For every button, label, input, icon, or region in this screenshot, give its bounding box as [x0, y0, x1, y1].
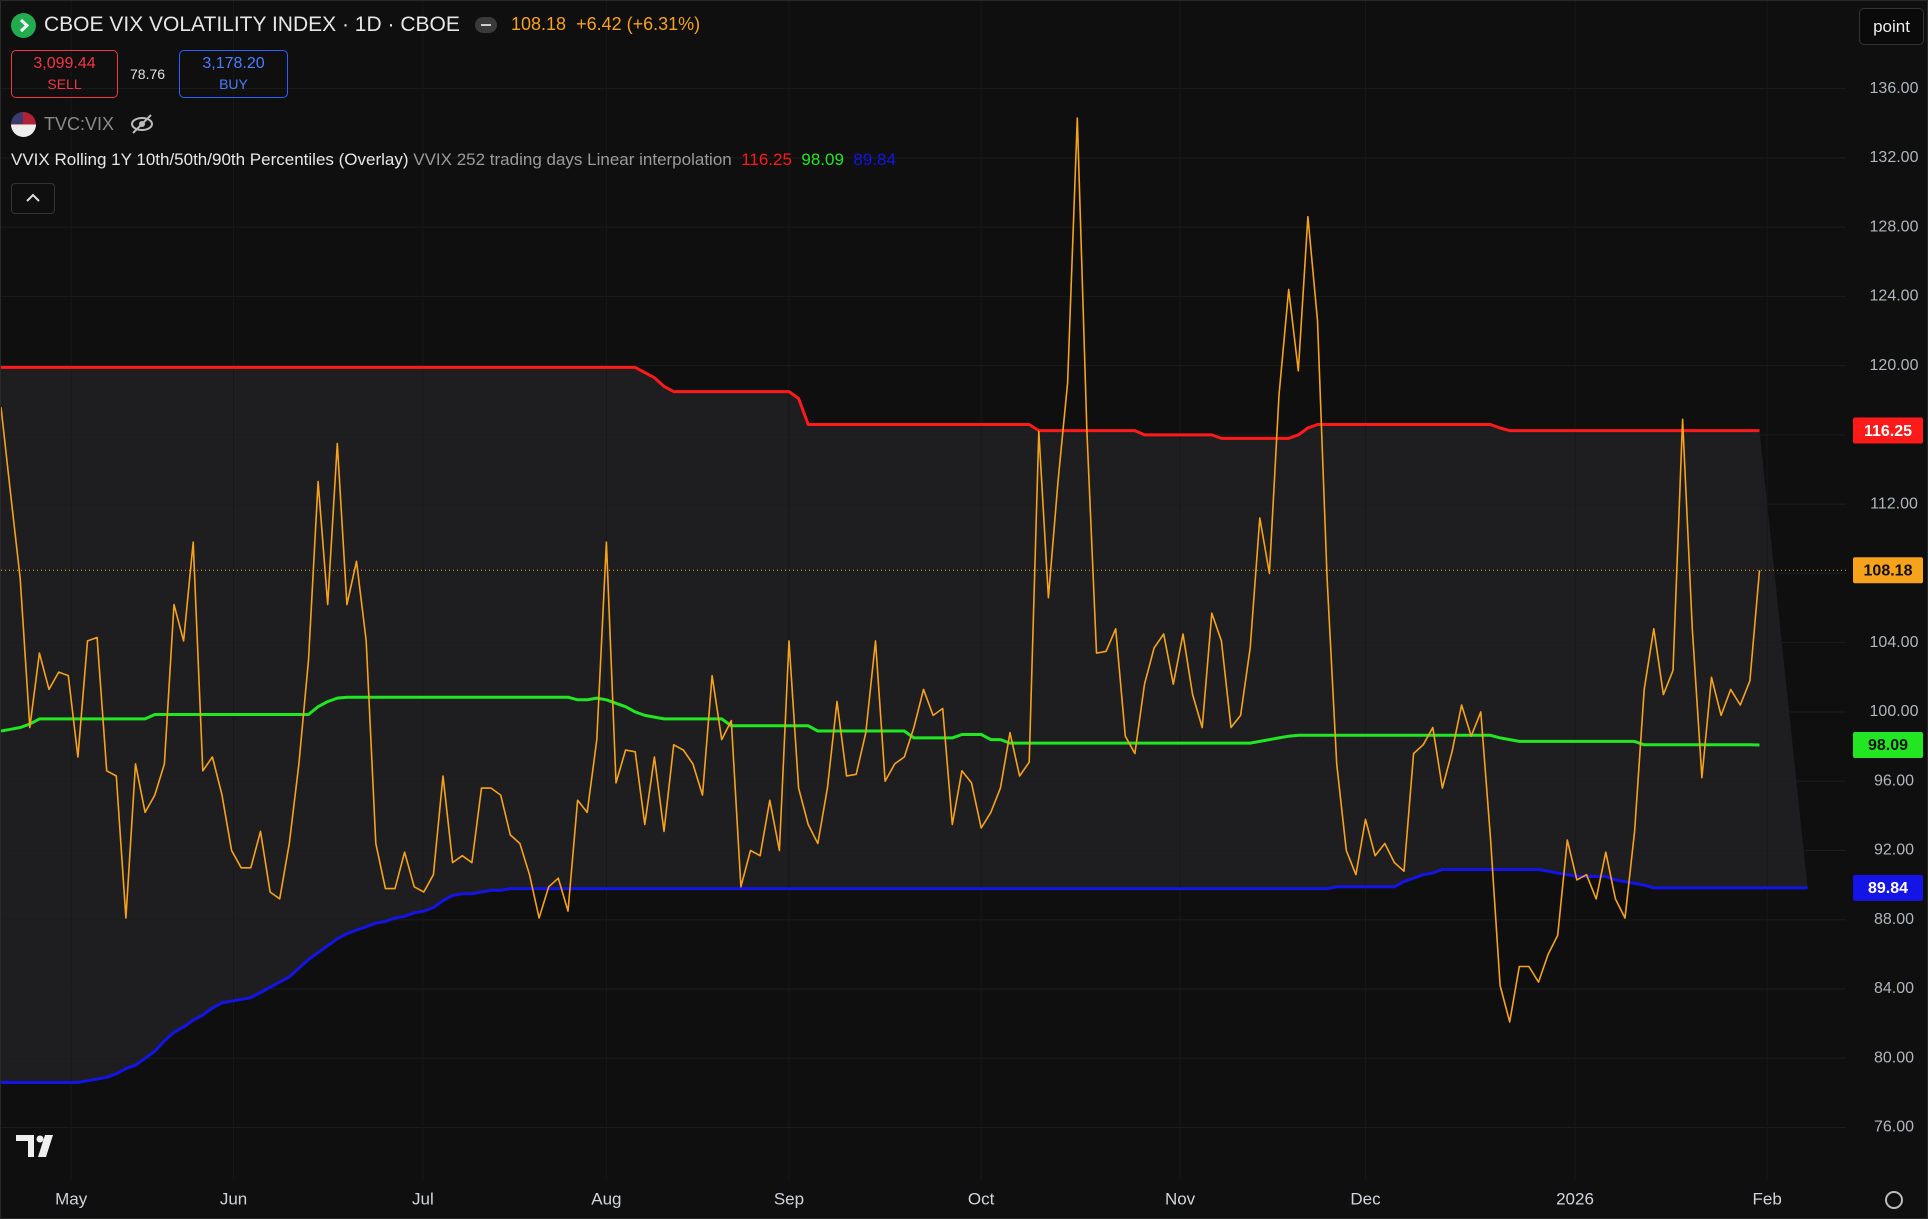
x-tick-label: Jun: [220, 1189, 247, 1208]
percentile-line: [1, 365, 1760, 440]
source-symbol: TVC:VIX: [44, 114, 115, 134]
price-line: 108.18 +6.42 (+6.31%): [511, 14, 700, 35]
y-tick-label: 80.00: [1874, 1049, 1914, 1066]
eye-icon: [131, 114, 153, 134]
price-change: +6.42 (+6.31%): [576, 14, 701, 34]
buy-price: 3,178.20: [202, 55, 265, 72]
last-value-box: [1853, 417, 1923, 444]
percentile-line: [1, 868, 1808, 1084]
buy-label: BUY: [219, 76, 248, 92]
collapse-button[interactable]: [11, 183, 55, 214]
percentile-line: [1, 695, 1760, 747]
y-tick-label: 124.00: [1870, 288, 1919, 305]
x-tick-label: Dec: [1350, 1189, 1381, 1208]
y-tick-label: 92.00: [1874, 842, 1914, 859]
p50-value: 98.09: [801, 150, 844, 169]
spread: 78.76: [130, 66, 166, 82]
x-tick-label: Feb: [1753, 1189, 1782, 1208]
y-tick-label: 136.00: [1870, 80, 1919, 97]
indicator-name: VVIX Rolling 1Y 10th/50th/90th Percentil…: [11, 150, 409, 169]
mode-button[interactable]: point: [1859, 8, 1924, 45]
y-tick-label: 96.00: [1874, 772, 1914, 789]
settings-icon[interactable]: [1885, 1191, 1903, 1209]
sell-price: 3,099.44: [33, 55, 96, 72]
symbol-title: CBOE VIX VOLATILITY INDEX · 1D · CBOE: [44, 13, 460, 36]
collapse-pill[interactable]: [475, 17, 497, 33]
y-tick-label: 100.00: [1870, 703, 1919, 720]
last-value-label: 98.09: [1868, 737, 1908, 754]
last-value-box: [1853, 557, 1923, 584]
y-tick-label: 76.00: [1874, 1119, 1914, 1136]
x-tick-label: Oct: [968, 1189, 995, 1208]
x-tick-label: Sep: [774, 1189, 804, 1208]
x-tick-label: May: [55, 1189, 88, 1208]
y-tick-label: 132.00: [1870, 149, 1919, 166]
chevron: [26, 193, 40, 202]
y-tick-label: 120.00: [1870, 357, 1919, 374]
price-line: [1, 117, 1761, 1023]
indicator-legend: VVIX Rolling 1Y 10th/50th/90th Percentil…: [11, 150, 896, 170]
y-tick-label: 88.00: [1874, 911, 1914, 928]
x-tick-label: Nov: [1165, 1189, 1196, 1208]
y-tick-label: 112.00: [1870, 495, 1918, 512]
last-value-label: 116.25: [1864, 423, 1912, 440]
status-arrow: [19, 18, 30, 33]
y-tick-label: 104.00: [1870, 634, 1919, 651]
sell-button[interactable]: 3,099.44 SELL: [11, 50, 118, 98]
status-icon: [11, 13, 36, 38]
x-tick-label: 2026: [1556, 1189, 1594, 1208]
x-tick-label: Aug: [591, 1189, 621, 1208]
last-value-label: 89.84: [1868, 880, 1908, 897]
last-price: 108.18: [511, 14, 567, 34]
x-tick-label: Jul: [412, 1189, 434, 1208]
percentile-band: [1, 367, 1808, 1083]
y-tick-label: 84.00: [1874, 980, 1914, 997]
buy-button[interactable]: 3,178.20 BUY: [179, 50, 288, 98]
indicator-params: VVIX 252 trading days Linear interpolati…: [413, 150, 732, 169]
p10-value: 89.84: [853, 150, 896, 169]
last-value-box: [1853, 732, 1923, 759]
last-value-box: [1853, 874, 1923, 901]
sell-label: SELL: [47, 76, 82, 92]
logo: [16, 1135, 53, 1157]
last-value-label: 108.18: [1864, 563, 1913, 580]
p90-value: 116.25: [741, 150, 792, 169]
y-tick-label: 128.00: [1870, 218, 1919, 235]
flag-icon: [11, 112, 36, 137]
logo-dot: [36, 1135, 44, 1143]
